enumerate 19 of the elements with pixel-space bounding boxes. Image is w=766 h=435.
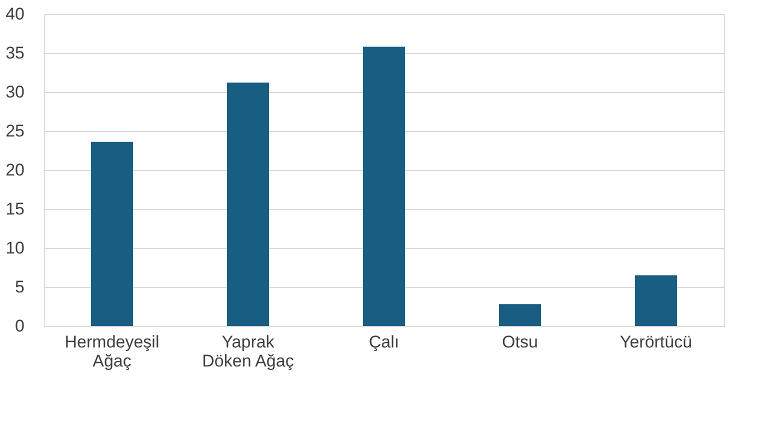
bar xyxy=(91,142,133,326)
bar xyxy=(227,82,269,326)
y-tick-label: 15 xyxy=(6,200,24,218)
y-tick-label: 20 xyxy=(6,160,24,180)
x-tick-label: Yerörtücü xyxy=(620,332,692,352)
x-tick-label: Hermdeyeşil Ağaç xyxy=(64,332,160,370)
y-tick-label: 10 xyxy=(6,238,24,258)
y-tick-label: 5 xyxy=(15,278,24,296)
bar xyxy=(635,275,677,326)
x-tick-label: Otsu xyxy=(502,332,538,352)
y-tick-label: 30 xyxy=(6,82,24,102)
x-tick-label: Çalı xyxy=(368,332,400,352)
y-tick-label: 35 xyxy=(6,44,24,62)
y-tick-label: 25 xyxy=(6,122,24,140)
bar xyxy=(499,304,541,326)
y-tick-label: 40 xyxy=(6,4,24,24)
x-tick-label: Yaprak Döken Ağaç xyxy=(202,332,294,370)
bar xyxy=(363,46,405,326)
y-tick-label: 0 xyxy=(15,316,24,336)
